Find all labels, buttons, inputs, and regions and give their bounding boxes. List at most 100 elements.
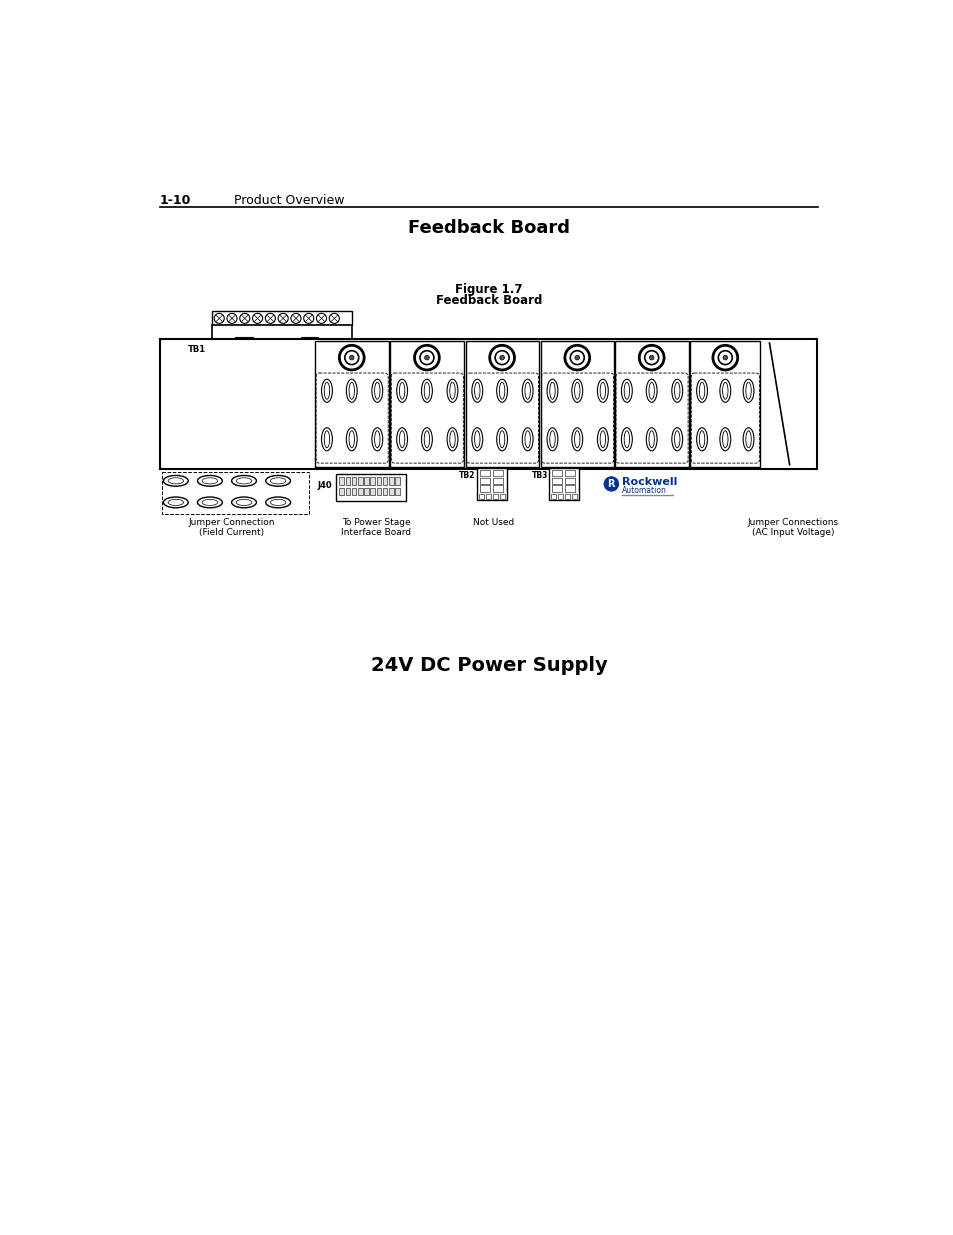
Bar (339, 488, 344, 495)
Ellipse shape (645, 427, 657, 451)
Bar (479, 471, 489, 477)
Circle shape (329, 314, 339, 324)
Circle shape (253, 314, 262, 324)
Ellipse shape (671, 379, 682, 403)
Bar (550, 494, 556, 499)
Ellipse shape (163, 475, 188, 487)
Ellipse shape (696, 379, 707, 403)
Text: Jumper Connections
(AC Input Voltage): Jumper Connections (AC Input Voltage) (747, 517, 839, 537)
Ellipse shape (745, 431, 750, 448)
Ellipse shape (599, 383, 605, 399)
Circle shape (419, 351, 434, 364)
Ellipse shape (620, 427, 632, 451)
Ellipse shape (168, 499, 183, 505)
Bar (315, 341, 389, 467)
Ellipse shape (720, 427, 730, 451)
Text: Figure 1.7: Figure 1.7 (455, 283, 522, 296)
Text: 1-10: 1-10 (159, 194, 191, 207)
Ellipse shape (324, 431, 330, 448)
Bar (564, 485, 575, 492)
Bar (479, 478, 489, 484)
Bar (690, 341, 760, 467)
Bar (370, 488, 375, 495)
Bar (307, 340, 312, 347)
Bar (395, 488, 399, 495)
Circle shape (415, 346, 439, 370)
Bar (551, 485, 561, 492)
Bar (352, 488, 356, 495)
Circle shape (644, 351, 658, 364)
Ellipse shape (474, 431, 479, 448)
Circle shape (718, 351, 732, 364)
Circle shape (239, 314, 250, 324)
Bar (395, 477, 399, 484)
Bar (493, 471, 502, 477)
Circle shape (424, 356, 429, 359)
Ellipse shape (742, 427, 753, 451)
Text: TB3: TB3 (531, 471, 547, 480)
Circle shape (291, 314, 301, 324)
Bar (558, 494, 562, 499)
Ellipse shape (498, 431, 504, 448)
Ellipse shape (497, 379, 507, 403)
Circle shape (495, 351, 509, 364)
Ellipse shape (421, 379, 432, 403)
Bar (549, 468, 578, 500)
Text: Not Used: Not Used (473, 517, 514, 527)
Bar (241, 340, 246, 347)
Bar (499, 494, 505, 499)
Ellipse shape (372, 379, 382, 403)
Text: J40: J40 (317, 480, 332, 490)
Ellipse shape (721, 383, 727, 399)
Ellipse shape (232, 496, 256, 508)
Ellipse shape (447, 379, 457, 403)
Ellipse shape (270, 499, 286, 505)
Ellipse shape (321, 379, 332, 403)
Bar (540, 341, 614, 467)
Circle shape (564, 346, 589, 370)
Ellipse shape (472, 427, 482, 451)
Ellipse shape (546, 379, 558, 403)
Ellipse shape (623, 431, 629, 448)
Text: R: R (607, 479, 615, 489)
Circle shape (570, 351, 583, 364)
Bar (564, 494, 570, 499)
Ellipse shape (202, 499, 217, 505)
Bar (301, 337, 318, 351)
Bar (212, 325, 352, 375)
Bar (212, 311, 352, 325)
Ellipse shape (524, 383, 530, 399)
Circle shape (603, 477, 618, 492)
Text: TB1: TB1 (188, 346, 206, 354)
Bar (162, 472, 309, 514)
Ellipse shape (424, 431, 429, 448)
Ellipse shape (236, 499, 252, 505)
Bar (376, 477, 381, 484)
Ellipse shape (549, 431, 555, 448)
Bar (364, 488, 369, 495)
Circle shape (278, 314, 288, 324)
Ellipse shape (648, 431, 654, 448)
Circle shape (639, 346, 663, 370)
Text: TB2: TB2 (459, 471, 476, 480)
Ellipse shape (396, 379, 407, 403)
Ellipse shape (449, 431, 455, 448)
Ellipse shape (232, 475, 256, 487)
Bar (478, 494, 484, 499)
Ellipse shape (623, 383, 629, 399)
Text: Feedback Board: Feedback Board (436, 294, 541, 306)
Circle shape (316, 314, 326, 324)
Text: Jumper Connection
(Field Current): Jumper Connection (Field Current) (188, 517, 274, 537)
Bar (235, 337, 253, 351)
Ellipse shape (521, 379, 533, 403)
Ellipse shape (399, 431, 404, 448)
Circle shape (649, 356, 654, 359)
Bar (345, 477, 350, 484)
Ellipse shape (197, 475, 222, 487)
Ellipse shape (549, 383, 555, 399)
Ellipse shape (349, 383, 355, 399)
Ellipse shape (597, 379, 608, 403)
Ellipse shape (571, 379, 582, 403)
Bar (382, 477, 387, 484)
Bar (357, 477, 362, 484)
